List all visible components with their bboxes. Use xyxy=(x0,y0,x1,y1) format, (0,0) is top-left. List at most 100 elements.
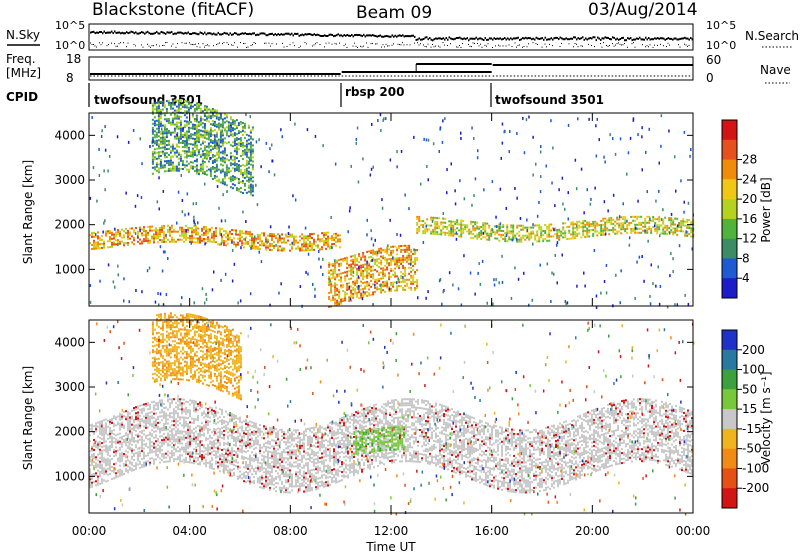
noise-cell xyxy=(112,280,115,284)
heatmap-cell xyxy=(576,234,579,237)
noise-cell xyxy=(91,116,93,119)
heatmap-cell xyxy=(221,164,224,167)
heatmap-cell xyxy=(368,266,371,269)
heatmap-cell xyxy=(129,430,131,433)
heatmap-cell xyxy=(179,121,182,124)
heatmap-cell xyxy=(334,294,337,297)
noise-cell xyxy=(499,187,502,191)
heatmap-cell xyxy=(157,101,160,104)
heatmap-cell xyxy=(195,136,198,139)
heatmap-cell xyxy=(438,233,441,236)
heatmap-cell xyxy=(330,287,333,290)
heatmap-cell xyxy=(464,224,467,227)
heatmap-cell xyxy=(536,232,539,235)
nsearch-point xyxy=(265,42,267,44)
heatmap-cell xyxy=(434,232,437,235)
heatmap-cell xyxy=(410,248,413,251)
noise-cell xyxy=(413,248,415,252)
heatmap-cell xyxy=(215,165,218,168)
heatmap-cell xyxy=(620,226,623,229)
noise-cell xyxy=(222,157,224,161)
heatmap-cell xyxy=(534,234,537,237)
nsearch-point xyxy=(195,43,196,45)
heatmap-cell xyxy=(141,408,143,411)
heatmap-cell xyxy=(173,167,176,170)
heatmap-cell xyxy=(480,238,483,240)
heatmap-cell xyxy=(336,299,339,302)
heatmap-cell xyxy=(414,273,417,275)
heatmap-cell xyxy=(95,422,97,425)
nsearch-point xyxy=(339,42,340,44)
heatmap-cell xyxy=(243,122,246,125)
heatmap-cell xyxy=(103,240,105,243)
heatmap-cell xyxy=(360,292,363,295)
nsky-point xyxy=(673,37,675,40)
noise-cell xyxy=(334,162,337,166)
heatmap-cell xyxy=(183,100,186,103)
nsearch-point xyxy=(450,43,451,45)
nsky-point xyxy=(474,37,476,40)
heatmap-cell xyxy=(209,135,212,138)
heatmap-cell xyxy=(241,240,243,243)
heatmap-cell xyxy=(564,236,567,239)
heatmap-cell xyxy=(165,440,167,443)
heatmap-cell xyxy=(159,239,161,242)
nsky-point xyxy=(582,36,584,39)
heatmap-cell xyxy=(215,109,218,112)
heatmap-cell xyxy=(165,108,168,111)
noise-cell xyxy=(531,298,533,302)
heatmap-cell xyxy=(410,274,413,277)
heatmap-cell xyxy=(488,236,491,239)
heatmap-cell xyxy=(91,427,93,430)
noise-cell xyxy=(103,169,105,173)
heatmap-cell xyxy=(526,236,529,239)
heatmap-cell xyxy=(171,436,173,439)
heatmap-cell xyxy=(249,153,252,156)
heatmap-cell xyxy=(195,124,198,127)
nsky-point xyxy=(232,33,234,36)
nsearch-point xyxy=(418,44,420,46)
heatmap-cell xyxy=(129,418,131,421)
noise-cell xyxy=(545,164,547,168)
heatmap-cell xyxy=(638,223,641,226)
heatmap-cell xyxy=(211,142,214,144)
heatmap-cell xyxy=(151,138,154,141)
heatmap-cell xyxy=(426,224,429,227)
noise-cell xyxy=(511,238,514,242)
noise-cell xyxy=(237,301,239,305)
heatmap-cell xyxy=(678,226,681,228)
noise-cell xyxy=(595,294,598,298)
noise-cell xyxy=(193,301,195,305)
noise-cell xyxy=(575,187,578,191)
heatmap-cell xyxy=(163,240,165,243)
nsky-point xyxy=(99,31,101,33)
heatmap-cell xyxy=(388,286,391,289)
heatmap-cell xyxy=(307,235,309,238)
heatmap-cell xyxy=(342,272,345,274)
heatmap-cell xyxy=(157,121,160,124)
heatmap-cell xyxy=(149,451,151,454)
heatmap-cell xyxy=(99,462,101,465)
heatmap-cell xyxy=(129,438,131,441)
heatmap-cell xyxy=(179,99,182,102)
heatmap-cell xyxy=(181,230,183,233)
heatmap-cell xyxy=(688,225,691,228)
noise-cell xyxy=(350,164,352,168)
heatmap-cell xyxy=(412,274,415,277)
heatmap-cell xyxy=(175,440,177,443)
noise-cell xyxy=(612,193,615,197)
heatmap-cell xyxy=(131,447,133,450)
heatmap-cell xyxy=(129,468,131,471)
noise-cell xyxy=(643,279,645,283)
heatmap-cell xyxy=(101,454,103,457)
heatmap-cell xyxy=(235,151,238,154)
heatmap-cell xyxy=(171,452,173,455)
nsky-point xyxy=(324,34,326,37)
heatmap-cell xyxy=(544,224,547,226)
noise-cell xyxy=(125,191,127,195)
heatmap-cell xyxy=(187,120,190,123)
heatmap-cell xyxy=(317,244,319,247)
heatmap-cell xyxy=(245,141,248,144)
heatmap-cell xyxy=(149,227,151,230)
heatmap-cell xyxy=(157,143,160,146)
